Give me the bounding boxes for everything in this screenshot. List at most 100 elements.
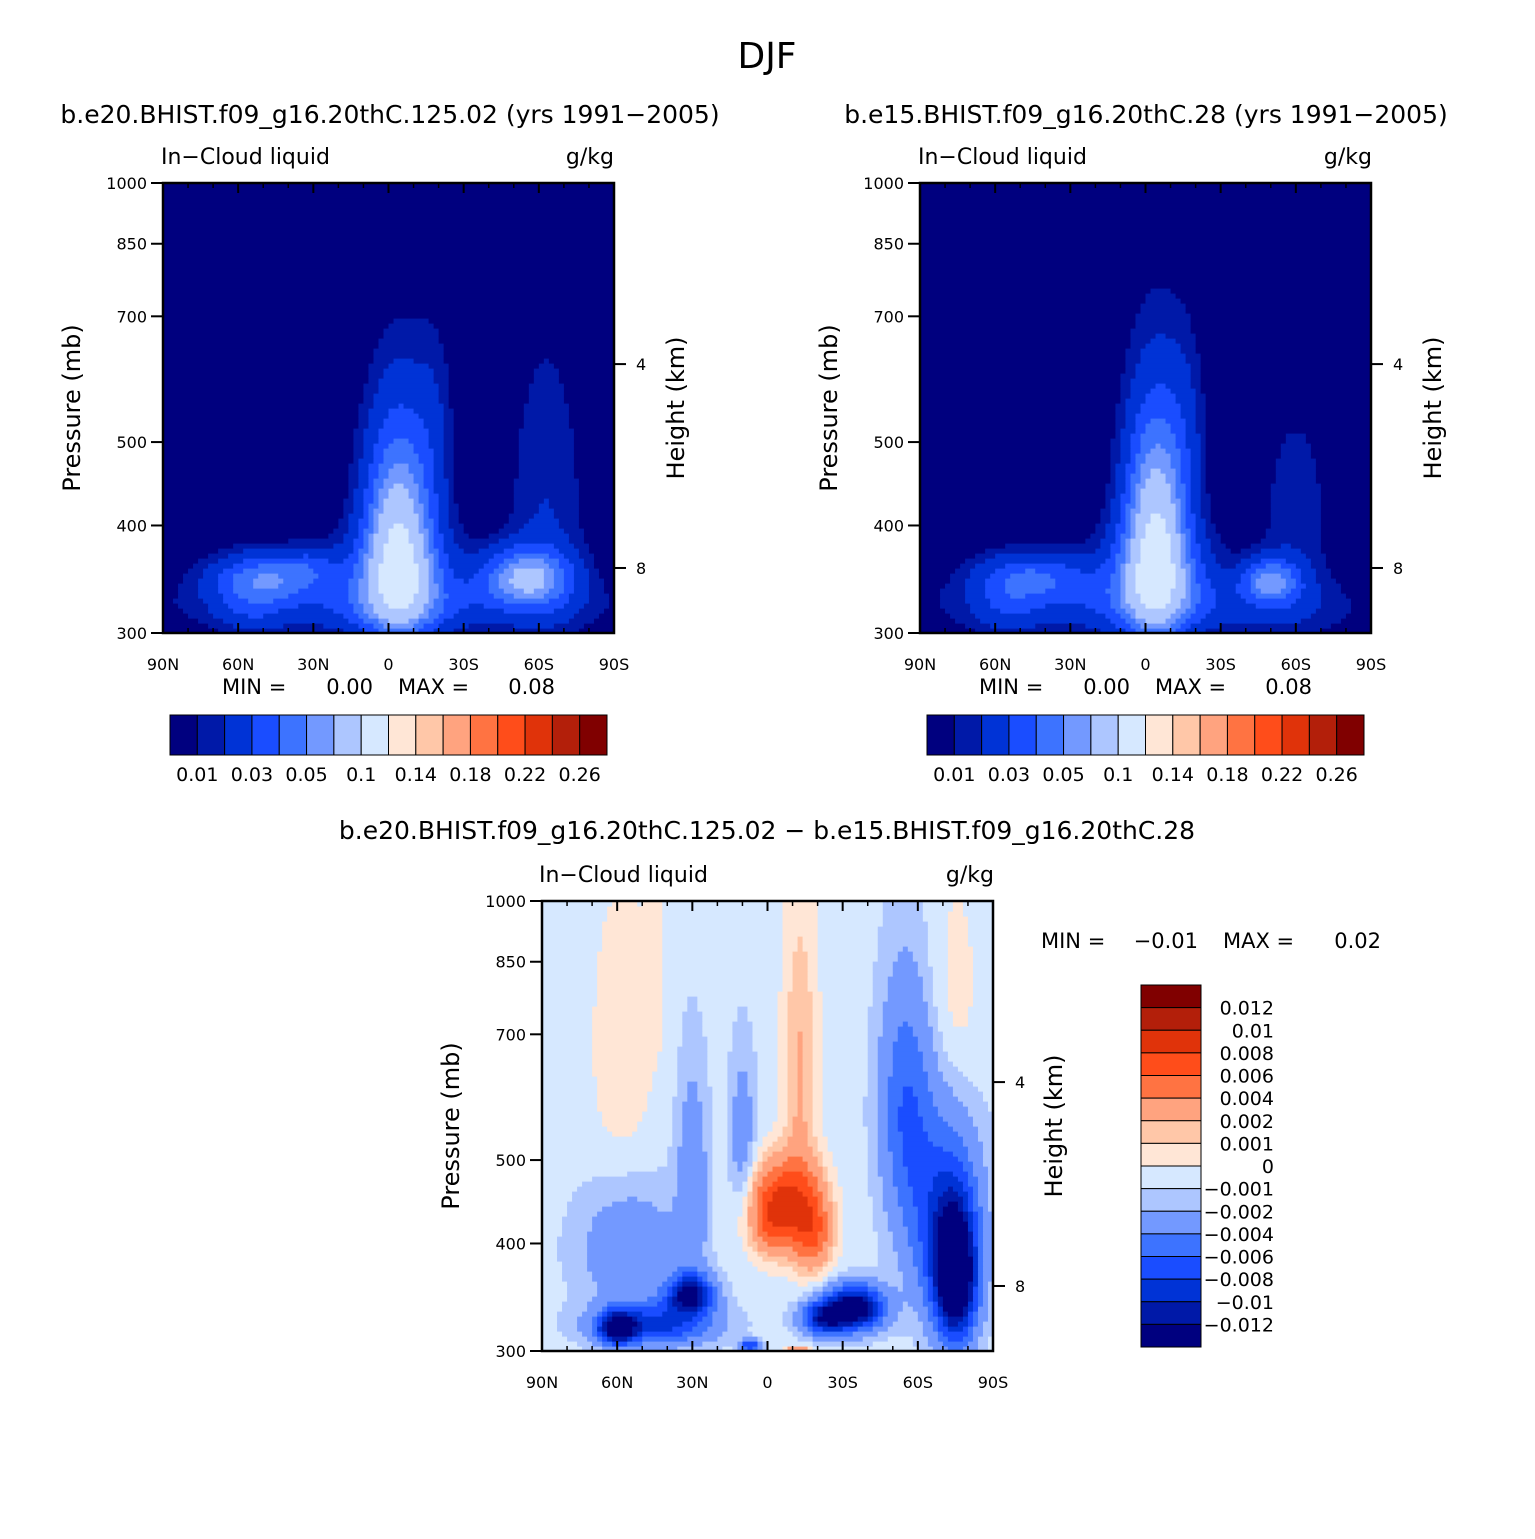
- field-cell: [807, 1326, 814, 1332]
- field-cell: [443, 358, 545, 364]
- field-cell: [757, 1171, 769, 1177]
- colorbar-box: [1140, 1233, 1202, 1258]
- field-cell: [647, 1091, 678, 1097]
- field-cell: [1285, 558, 1312, 564]
- field-cell: [882, 1321, 894, 1327]
- field-cell: [593, 558, 615, 564]
- field-cell: [797, 1226, 814, 1232]
- field-cell: [1220, 623, 1332, 629]
- field-cell: [937, 1231, 969, 1237]
- field-cell: [1190, 478, 1202, 484]
- field-cell: [962, 906, 994, 912]
- field-cell: [877, 956, 899, 962]
- field-cell: [1195, 523, 1207, 529]
- field-cell: [1200, 473, 1207, 479]
- field-cell: [1200, 588, 1217, 594]
- field-cell: [433, 568, 445, 574]
- field-cell: [817, 1321, 829, 1327]
- field-cell: [812, 1146, 819, 1152]
- field-cell: [1135, 493, 1142, 499]
- field-cell: [1165, 448, 1182, 454]
- field-cell: [413, 508, 425, 514]
- field-cell: [1140, 508, 1177, 514]
- field-cell: [982, 1216, 994, 1222]
- field-cell: [542, 1341, 578, 1347]
- field-cell: [872, 961, 894, 967]
- field-cell: [737, 1011, 749, 1017]
- field-cell: [732, 1136, 754, 1142]
- field-cell: [1175, 293, 1372, 299]
- field-cell: [797, 1051, 804, 1057]
- field-cell: [777, 1081, 789, 1087]
- field-cell: [233, 563, 259, 569]
- field-cell: [1010, 593, 1026, 599]
- field-cell: [1120, 588, 1127, 594]
- field-cell: [932, 1291, 939, 1297]
- field-cell: [677, 1076, 708, 1082]
- field-cell: [363, 618, 380, 624]
- field-cell: [940, 593, 966, 599]
- field-cell: [428, 508, 440, 514]
- field-cell: [438, 593, 450, 599]
- field-cell: [413, 498, 420, 504]
- field-cell: [777, 1006, 789, 1012]
- field-cell: [897, 1106, 919, 1112]
- field-cell: [428, 363, 450, 369]
- field-cell: [942, 1311, 949, 1317]
- field-cell: [363, 433, 380, 439]
- x-tick-label: 90N: [526, 1373, 558, 1392]
- field-cell: [947, 1336, 964, 1342]
- field-cell: [762, 1141, 774, 1147]
- field-cell: [975, 613, 1107, 619]
- field-cell: [932, 1186, 949, 1192]
- field-cell: [378, 468, 390, 474]
- field-cell: [163, 543, 234, 549]
- field-cell: [1150, 513, 1162, 519]
- field-cell: [443, 588, 490, 594]
- field-cell: [702, 1136, 713, 1142]
- field-cell: [892, 1151, 904, 1157]
- field-cell: [632, 1336, 643, 1342]
- field-cell: [932, 1251, 939, 1257]
- field-cell: [712, 1241, 744, 1247]
- field-cell: [907, 946, 929, 952]
- field-cell: [498, 528, 520, 534]
- field-cell: [343, 513, 350, 519]
- field-cell: [672, 1136, 683, 1142]
- field-cell: [757, 1121, 774, 1127]
- field-cell: [1335, 578, 1372, 584]
- field-cell: [937, 1201, 949, 1207]
- field-cell: [553, 608, 580, 614]
- field-cell: [1145, 298, 1182, 304]
- field-cell: [608, 603, 615, 609]
- field-cell: [972, 1246, 979, 1252]
- field-cell: [867, 1056, 879, 1062]
- field-cell: [712, 1086, 729, 1092]
- field-cell: [792, 1321, 804, 1327]
- field-cell: [912, 1186, 934, 1192]
- field-cell: [1085, 603, 1112, 609]
- panel-2-ylabel: Pressure (mb): [815, 324, 843, 491]
- field-cell: [448, 508, 460, 514]
- field-cell: [757, 1126, 774, 1132]
- y-tick-label: 300: [873, 624, 904, 643]
- field-cell: [1165, 383, 1192, 389]
- field-cell: [1310, 443, 1372, 449]
- field-cell: [762, 1226, 799, 1232]
- field-cell: [937, 1226, 969, 1232]
- field-cell: [358, 528, 365, 534]
- field-cell: [837, 1181, 869, 1187]
- field-cell: [967, 1076, 994, 1082]
- field-cell: [697, 1306, 703, 1312]
- field-cell: [1210, 608, 1317, 614]
- field-cell: [1205, 518, 1212, 524]
- field-cell: [358, 523, 370, 529]
- field-cell: [383, 448, 415, 454]
- field-cell: [707, 1276, 718, 1282]
- field-cell: [822, 1096, 864, 1102]
- colorbar-label: 0.05: [285, 764, 327, 786]
- field-cell: [233, 623, 284, 629]
- field-cell: [443, 433, 455, 439]
- field-cell: [682, 1116, 703, 1122]
- field-cell: [443, 453, 455, 459]
